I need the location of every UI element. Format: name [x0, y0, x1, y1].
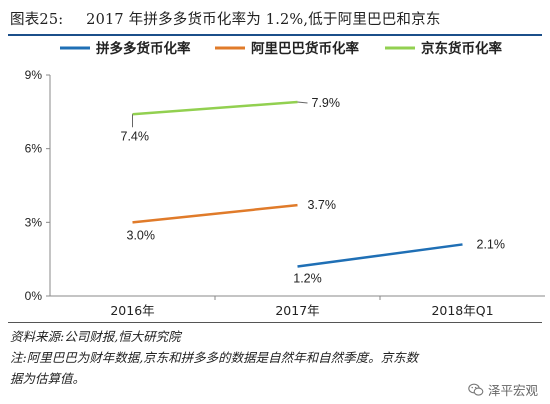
x-tick-label: 2018年Q1	[431, 303, 493, 318]
series-line	[297, 243, 463, 268]
figure-label: 图表25:	[10, 12, 64, 28]
footnote-continued: 据为估算值。	[10, 371, 86, 386]
watermark: 泽平宏观	[468, 380, 538, 399]
watermark-text: 泽平宏观	[487, 383, 538, 398]
series-line	[132, 203, 298, 224]
data-label: 3.0%	[127, 228, 156, 242]
legend-label: 京东货币化率	[421, 40, 502, 57]
title-divider	[8, 34, 542, 36]
data-label: 7.9%	[312, 96, 341, 110]
legend-label: 拼多多货币化率	[96, 40, 191, 57]
series-line	[132, 100, 298, 116]
x-tick-label: 2017年	[275, 303, 319, 318]
x-tick-label: 2016年	[110, 303, 154, 318]
y-tick-label: 3%	[25, 215, 43, 229]
data-label: 3.7%	[308, 198, 337, 212]
figure-title: 图表25: 2017 年拼多多货币化率为 1.2%,低于阿里巴巴和京东	[10, 8, 540, 30]
y-tick-label: 9%	[25, 68, 43, 82]
line-chart: 0% 3% 6% 9% 2016年 2017年 2018年Q1 拼多多货币化率 阿里巴巴货币化率…	[25, 40, 545, 318]
leader-line	[297, 101, 308, 104]
data-label: 2.1%	[477, 237, 506, 251]
source-note: 资料来源:公司财报,恒大研究院	[10, 329, 181, 344]
y-tick-label: 0%	[25, 289, 43, 303]
y-tick-label: 6%	[25, 142, 43, 156]
notes: 资料来源:公司财报,恒大研究院 注:阿里巴巴为财年数据,京东和拼多多的数据是自然…	[10, 326, 540, 389]
legend-label: 阿里巴巴货币化率	[251, 40, 359, 57]
data-label: 7.4%	[121, 129, 150, 143]
figure-title-text: 2017 年拼多多货币化率为 1.2%,低于阿里巴巴和京东	[86, 12, 441, 28]
footnote: 注:阿里巴巴为财年数据,京东和拼多多的数据是自然年和自然季度。京东数	[10, 350, 419, 365]
data-label: 1.2%	[293, 272, 322, 286]
notes-divider	[8, 322, 542, 323]
wechat-icon	[468, 383, 484, 396]
